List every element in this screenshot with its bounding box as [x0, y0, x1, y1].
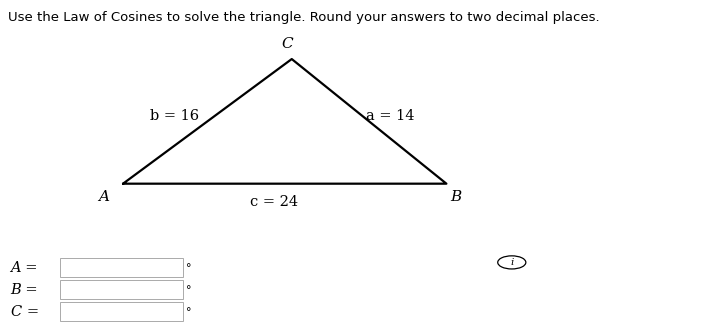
Text: b = 16: b = 16: [150, 110, 199, 123]
FancyBboxPatch shape: [60, 258, 183, 277]
Text: i: i: [510, 258, 513, 267]
Text: C: C: [281, 37, 292, 51]
Text: °: °: [186, 263, 192, 273]
Text: B =: B =: [11, 283, 38, 297]
Text: a = 14: a = 14: [366, 110, 414, 123]
Text: Use the Law of Cosines to solve the triangle. Round your answers to two decimal : Use the Law of Cosines to solve the tria…: [8, 11, 600, 25]
Text: °: °: [186, 307, 192, 317]
Text: C =: C =: [11, 305, 39, 319]
Text: A =: A =: [11, 261, 38, 275]
Text: c = 24: c = 24: [250, 195, 298, 209]
FancyBboxPatch shape: [60, 302, 183, 321]
Text: A: A: [98, 190, 110, 204]
Text: B: B: [450, 190, 461, 204]
Text: °: °: [186, 285, 192, 295]
FancyBboxPatch shape: [60, 280, 183, 299]
